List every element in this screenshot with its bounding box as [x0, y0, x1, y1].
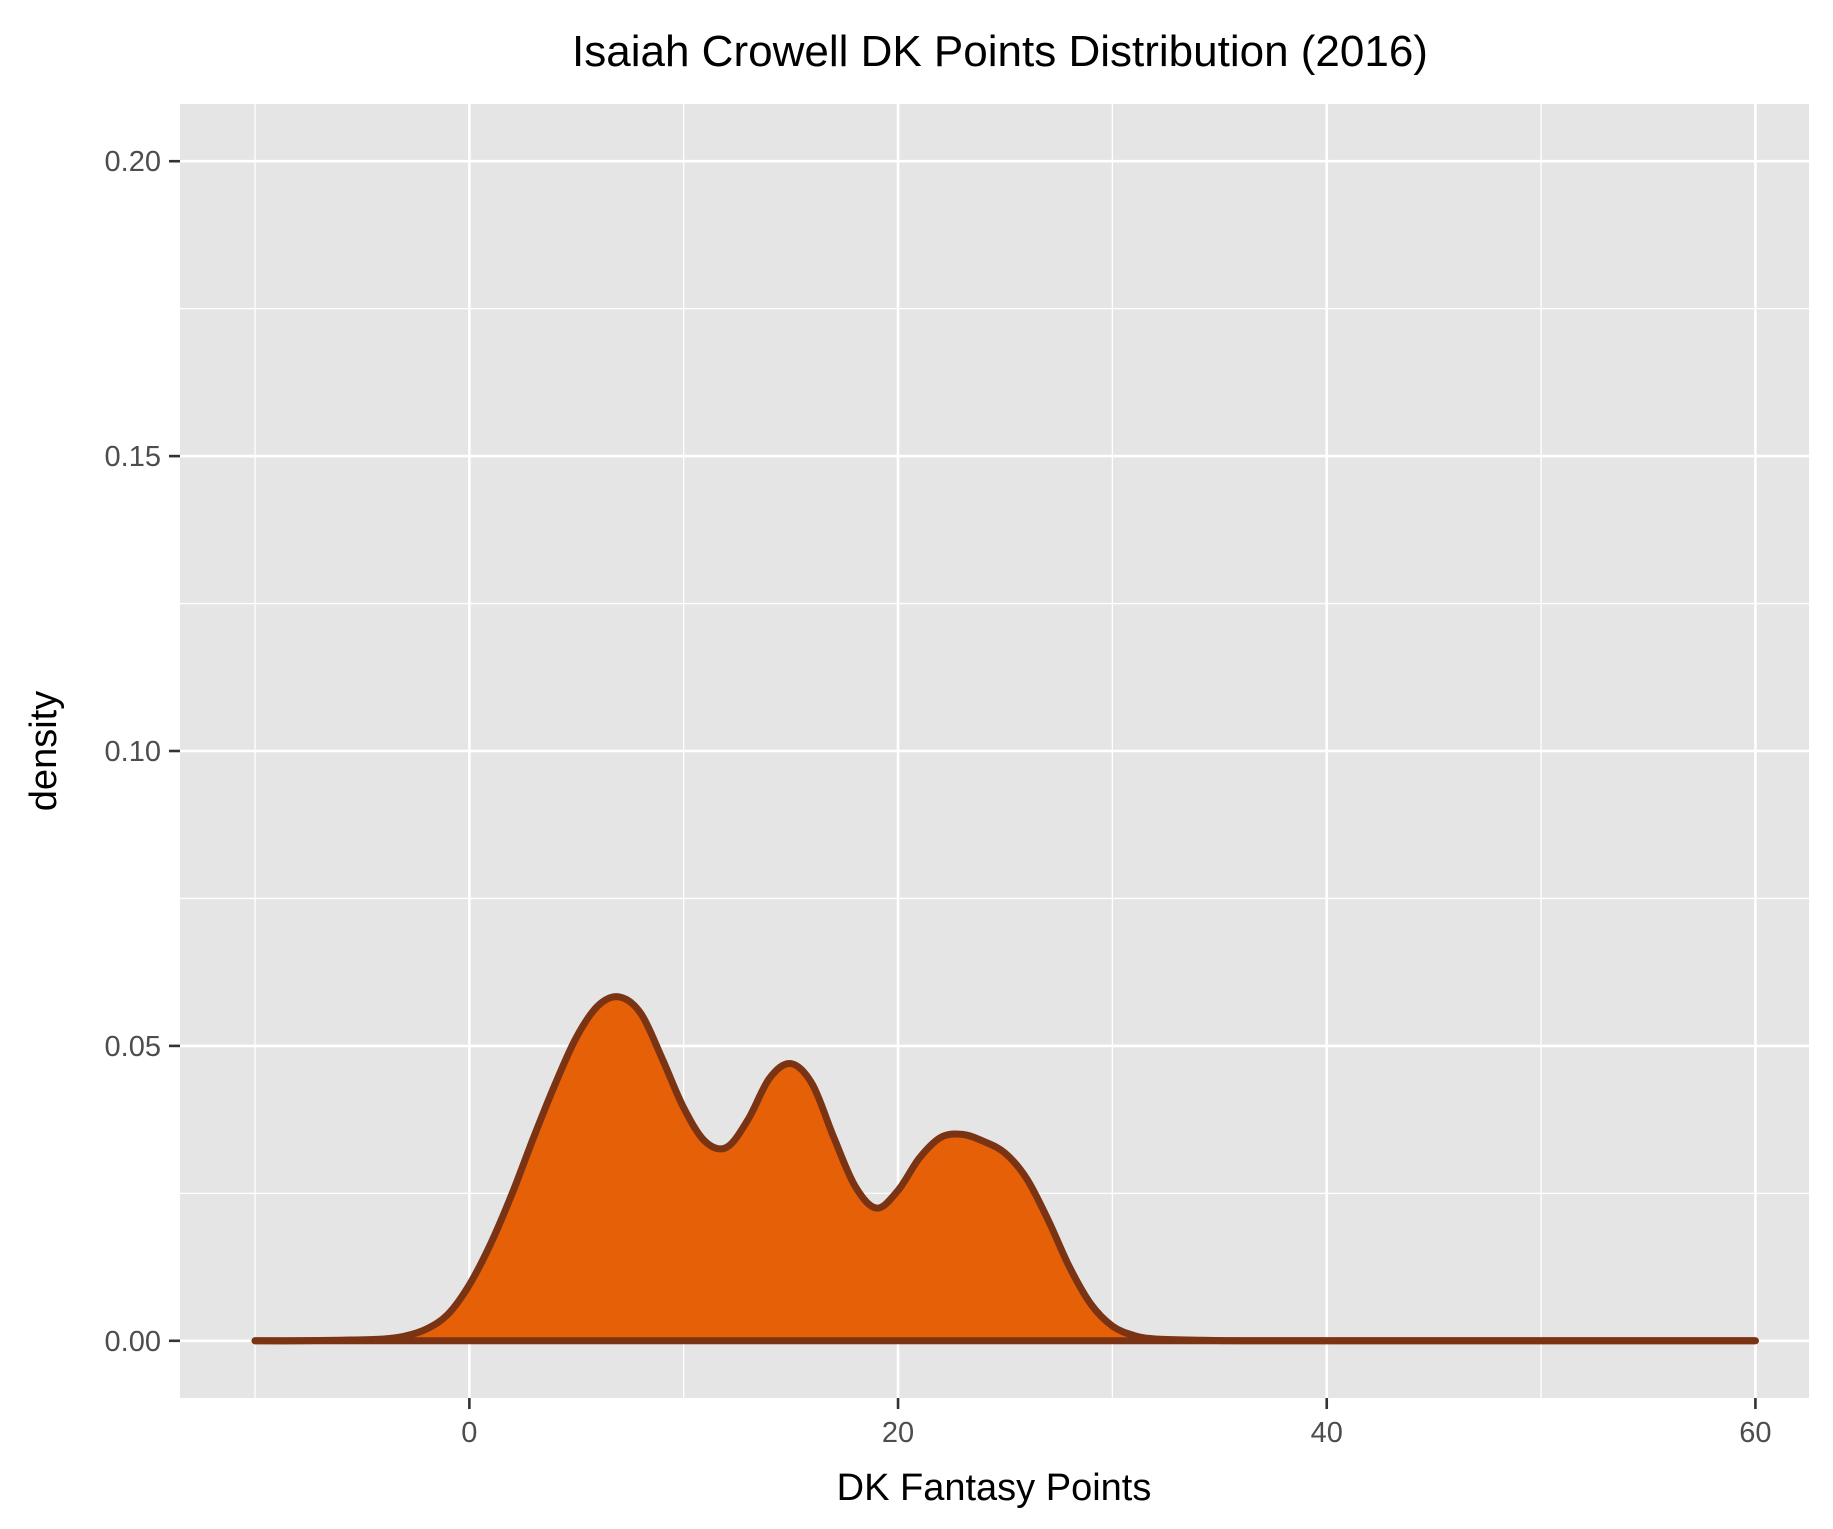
x-axis-title: DK Fantasy Points	[837, 1467, 1152, 1509]
x-axis: 0 20 40 60	[461, 1398, 1772, 1449]
y-tick-label: 0.10	[105, 736, 161, 768]
density-area	[255, 996, 1756, 1341]
y-tick-label: 0.15	[105, 441, 161, 473]
chart-title: Isaiah Crowell DK Points Distribution (2…	[572, 27, 1428, 76]
y-tick-label: 0.05	[105, 1031, 161, 1063]
x-tick-label: 0	[461, 1417, 477, 1449]
y-tick-label: 0.00	[105, 1326, 161, 1358]
x-tick-label: 40	[1311, 1417, 1343, 1449]
y-axis-title: density	[23, 691, 65, 811]
y-axis: 0.00 0.05 0.10 0.15 0.20	[105, 146, 180, 1358]
y-tick-label: 0.20	[105, 146, 161, 178]
x-tick-label: 20	[882, 1417, 914, 1449]
x-tick-label: 60	[1739, 1417, 1771, 1449]
density-layer	[251, 993, 1759, 1345]
major-gridlines	[180, 104, 1809, 1398]
